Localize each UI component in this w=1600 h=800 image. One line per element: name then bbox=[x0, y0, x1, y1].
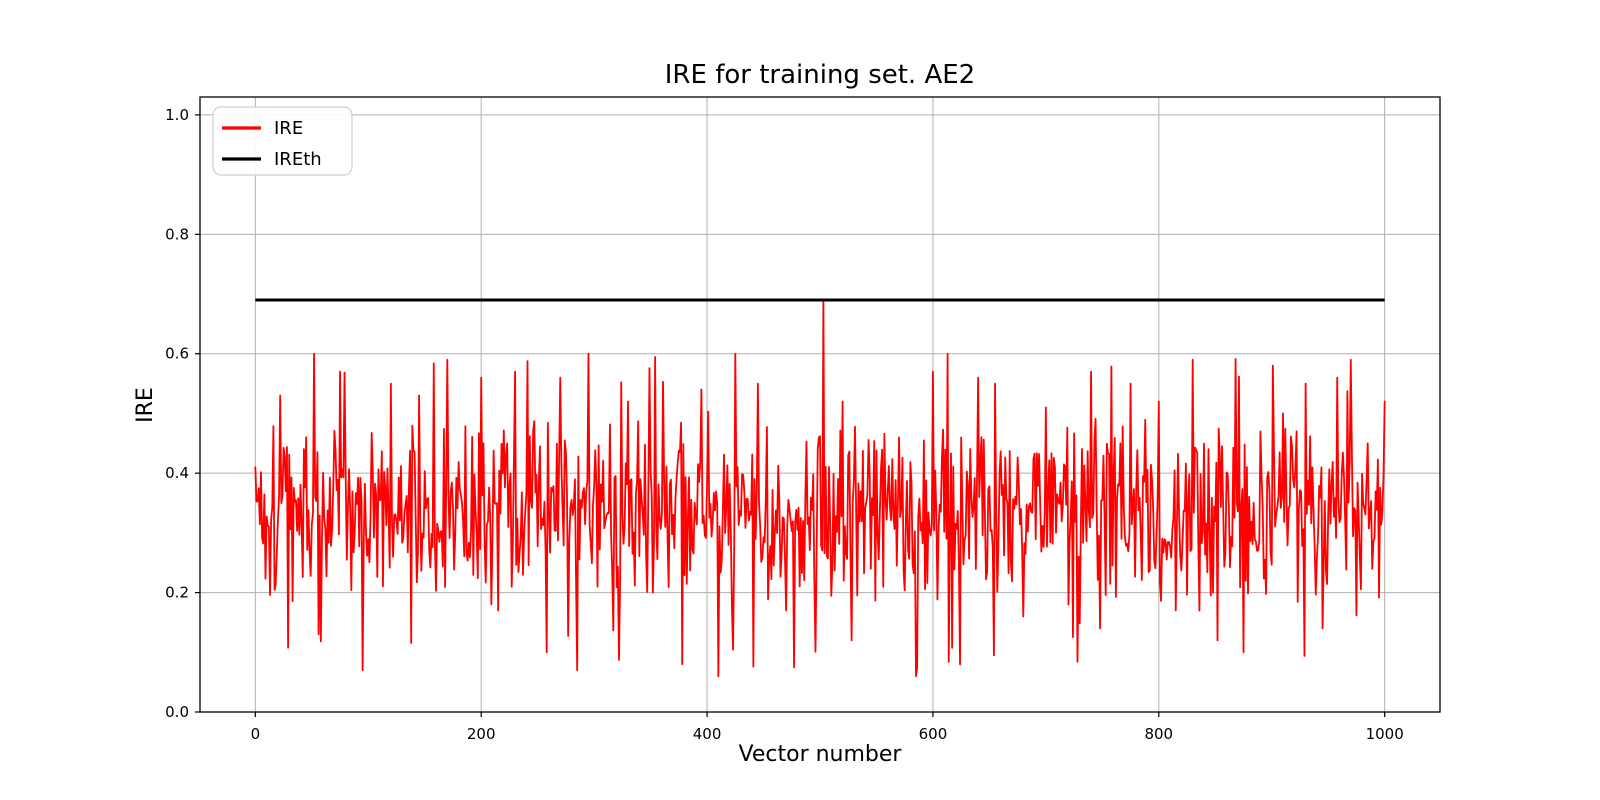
y-tick-label: 1.0 bbox=[165, 106, 189, 124]
x-tick-label: 600 bbox=[919, 725, 948, 743]
legend-label-ire: IRE bbox=[274, 118, 303, 139]
y-tick-label: 0.6 bbox=[165, 345, 189, 363]
axes-spines bbox=[199, 96, 1441, 713]
y-tick-label: 0.0 bbox=[165, 703, 189, 721]
x-tick-label: 1000 bbox=[1366, 725, 1404, 743]
x-tick-label: 400 bbox=[693, 725, 722, 743]
x-tick-label: 800 bbox=[1144, 725, 1173, 743]
y-tick-label: 0.2 bbox=[165, 584, 189, 602]
series-group bbox=[254, 298, 1386, 678]
plot-area bbox=[200, 97, 1440, 712]
y-axis-label: IRE bbox=[133, 387, 158, 423]
chart-title: IRE for training set. AE2 bbox=[665, 60, 975, 90]
series-line-ire bbox=[254, 299, 1386, 678]
legend: IRE IREth bbox=[212, 106, 353, 176]
y-tick-label: 0.8 bbox=[165, 225, 189, 243]
x-tick-label: 200 bbox=[467, 725, 496, 743]
x-tick-label: 0 bbox=[251, 725, 261, 743]
axis-ticks: 0 200 400 600 800 1000 0.0 0.2 0.4 0.6 0.8 1.0 bbox=[165, 106, 1404, 743]
x-axis-label: Vector number bbox=[739, 742, 903, 767]
legend-label-ireth: IREth bbox=[274, 149, 322, 170]
y-tick-label: 0.4 bbox=[165, 464, 189, 482]
